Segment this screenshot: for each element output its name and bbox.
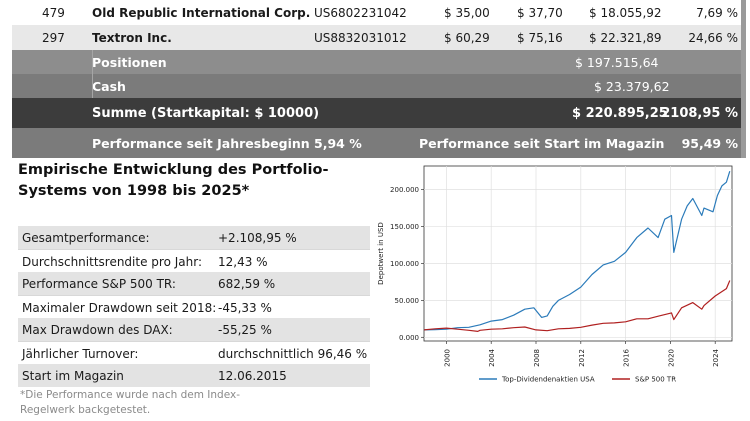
holding-name: Textron Inc. [92, 31, 172, 45]
footnote: *Die Performance wurde nach dem Index-Re… [20, 389, 241, 416]
stats-title: Empirische Entwicklung des Portfolio-Sys… [18, 162, 329, 199]
holding-performance: 7,69 % [696, 6, 738, 20]
stat-row: Jährlicher Turnover: durchschnittlich 96… [18, 341, 370, 365]
stat-row: Maximaler Drawdown seit 2018: -45,33 % [18, 295, 370, 319]
positions-row: Positionen $ 197.515,64 [12, 50, 746, 74]
total-performance: 2108,95 % [661, 106, 738, 121]
x-tick-label: 2000 [443, 349, 451, 367]
holding-current-price: $ 37,70 [517, 6, 563, 20]
stat-value: durchschnittlich 96,46 % [218, 347, 368, 361]
stat-row: Max Drawdown des DAX: -55,25 % [18, 318, 370, 341]
stat-value: 12.06.2015 [218, 369, 287, 383]
stat-value: -55,25 % [218, 323, 272, 337]
legend-label: Top-Dividendenaktien USA [501, 376, 595, 384]
total-row: Summe (Startkapital: $ 10000) $ 220.895,… [12, 98, 746, 128]
ytd-label: Performance seit Jahresbeginn [92, 136, 310, 151]
chart-svg: 2000 2004 2008 2012 2016 2020 2024 0.000 50.000 1… [377, 165, 733, 384]
cash-value: $ 23.379,62 [594, 79, 670, 94]
stat-label: Durchschnittsrendite pro Jahr: [22, 255, 202, 269]
y-tick-label: 50.000 [395, 297, 420, 305]
stat-label: Maximaler Drawdown seit 2018: [22, 301, 217, 315]
x-tick-label: 2008 [533, 349, 541, 367]
performance-chart: 2000 2004 2008 2012 2016 2020 2024 0.000 50.000 1… [374, 156, 750, 396]
x-tick-label: 2024 [712, 348, 720, 366]
stat-row: Gesamtperformance: +2.108,95 % [18, 226, 370, 249]
y-tick-label: 150.000 [390, 223, 419, 231]
holding-current-price: $ 75,16 [517, 31, 563, 45]
table-row: 479 Old Republic International Corp. US6… [12, 0, 746, 25]
stat-row: Start im Magazin 12.06.2015 [18, 364, 370, 387]
holding-isin: US6802231042 [314, 6, 407, 20]
stat-value: 682,59 % [218, 277, 276, 291]
stat-value: +2.108,95 % [218, 231, 297, 245]
x-tick-label: 2004 [488, 348, 496, 366]
since-start-label: Performance seit Start im Magazin [419, 136, 665, 151]
stat-value: -45,33 % [218, 301, 272, 315]
stat-value: 12,43 % [218, 255, 268, 269]
column-divider [92, 50, 93, 98]
total-label: Summe (Startkapital: $ 10000) [92, 106, 320, 121]
stat-label: Performance S&P 500 TR: [22, 277, 176, 291]
cash-label: Cash [92, 79, 126, 94]
holding-value: $ 22.321,89 [589, 31, 662, 45]
series-line-1 [423, 280, 731, 332]
x-tick-label: 2016 [623, 348, 631, 366]
holding-buy-price: $ 60,29 [444, 31, 490, 45]
performance-row: Performance seit Jahresbeginn 5,94 % Per… [12, 128, 746, 158]
x-tick-label: 2020 [667, 349, 675, 367]
ytd-value: 5,94 % [314, 136, 362, 151]
stats-panel: Empirische Entwicklung des Portfolio-Sys… [18, 160, 370, 202]
stat-label: Jährlicher Turnover: [22, 347, 139, 361]
holding-performance: 24,66 % [688, 31, 738, 45]
holding-value: $ 18.055,92 [589, 6, 662, 20]
y-tick-label: 200.000 [390, 186, 419, 194]
series-line-0 [423, 171, 731, 331]
y-axis-label: Depotwert in USD [377, 222, 385, 285]
cash-row: Cash $ 23.379,62 [12, 74, 746, 98]
holding-isin: US8832031012 [314, 31, 407, 45]
positions-value: $ 197.515,64 [575, 55, 659, 70]
y-tick-label: 0.000 [399, 334, 419, 342]
holding-name: Old Republic International Corp. [92, 6, 311, 20]
legend-label: S&P 500 TR [635, 376, 676, 384]
x-tick-label: 2012 [578, 349, 586, 367]
total-value: $ 220.895,25 [572, 106, 668, 121]
stat-label: Max Drawdown des DAX: [22, 323, 173, 337]
stat-label: Start im Magazin [22, 369, 124, 383]
stat-row: Performance S&P 500 TR: 682,59 % [18, 272, 370, 295]
holding-qty: 479 [42, 6, 65, 20]
y-tick-label: 100.000 [390, 260, 419, 268]
page-edge [741, 0, 746, 158]
table-row: 297 Textron Inc. US8832031012 $ 60,29 $ … [12, 25, 746, 50]
stat-row: Durchschnittsrendite pro Jahr: 12,43 % [18, 249, 370, 273]
holding-buy-price: $ 35,00 [444, 6, 490, 20]
holding-qty: 297 [42, 31, 65, 45]
positions-label: Positionen [92, 55, 167, 70]
stat-label: Gesamtperformance: [22, 231, 150, 245]
plot-area [423, 165, 733, 342]
since-start-value: 95,49 % [681, 136, 738, 151]
